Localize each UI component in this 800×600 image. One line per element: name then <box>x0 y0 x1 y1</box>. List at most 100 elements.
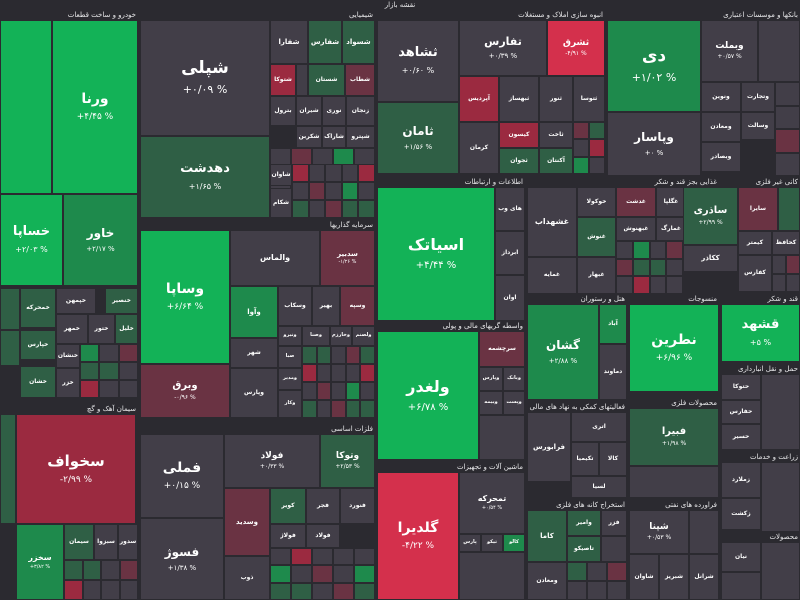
stock-tile[interactable]: زملارد <box>721 462 761 498</box>
stock-tile[interactable]: ورنا +۴/۴۵ % <box>52 20 138 194</box>
small-tile[interactable] <box>333 548 354 566</box>
small-tile[interactable] <box>616 241 633 259</box>
small-tile[interactable] <box>616 258 633 277</box>
stock-tile[interactable]: گلدیرا -۴/۲۲ % <box>377 472 459 600</box>
stock-tile[interactable] <box>761 374 800 450</box>
stock-tile[interactable]: شرانل <box>689 554 719 600</box>
stock-tile[interactable]: صبا <box>278 346 302 368</box>
small-tile[interactable] <box>80 362 100 380</box>
stock-tile[interactable]: غنوش <box>577 217 616 257</box>
stock-tile[interactable]: شپنا +۰/۵۳ % <box>629 510 689 554</box>
stock-tile[interactable]: خشان <box>20 366 56 398</box>
small-tile[interactable] <box>775 82 800 106</box>
stock-tile[interactable]: سیمان <box>64 524 94 560</box>
small-tile[interactable] <box>308 200 326 218</box>
stock-tile[interactable]: خزر <box>56 368 80 398</box>
small-tile[interactable] <box>82 580 101 600</box>
stock-tile[interactable]: حسیر <box>721 424 761 450</box>
stock-tile[interactable] <box>0 20 52 194</box>
stock-tile[interactable]: خنشان <box>56 344 80 368</box>
small-tile[interactable] <box>316 382 332 400</box>
small-tile[interactable] <box>587 562 607 581</box>
stock-tile[interactable]: سدور <box>118 524 138 560</box>
small-tile[interactable] <box>567 581 587 600</box>
small-tile[interactable] <box>354 548 375 566</box>
small-tile[interactable] <box>358 164 375 182</box>
small-tile[interactable] <box>308 182 326 200</box>
small-tile[interactable] <box>786 255 800 274</box>
stock-tile[interactable]: فجر <box>306 488 340 524</box>
small-tile[interactable] <box>99 380 119 398</box>
small-tile[interactable] <box>302 364 317 382</box>
stock-tile[interactable]: نوری <box>322 96 346 126</box>
small-tile[interactable] <box>291 565 312 583</box>
stock-tile[interactable]: شتوکا <box>270 64 296 96</box>
sector-header[interactable]: شیمیایی <box>140 10 375 20</box>
small-tile[interactable] <box>587 581 607 600</box>
small-tile[interactable] <box>632 241 650 259</box>
small-tile[interactable] <box>573 122 589 140</box>
small-tile[interactable] <box>775 129 800 153</box>
small-tile[interactable] <box>302 346 317 364</box>
stock-tile[interactable]: ابرداز <box>495 231 525 275</box>
stock-tile[interactable]: وتجارت <box>741 82 775 112</box>
stock-tile[interactable]: سبزوا <box>94 524 118 560</box>
stock-tile[interactable]: کالا <box>599 442 627 476</box>
stock-tile[interactable]: بهیر <box>312 286 340 326</box>
small-tile[interactable] <box>589 122 605 140</box>
small-tile[interactable] <box>312 565 333 583</box>
small-tile[interactable] <box>607 581 627 600</box>
stock-tile[interactable]: شسواد <box>342 20 375 64</box>
sector-header[interactable]: هتل و رستوران <box>527 294 627 304</box>
small-tile[interactable] <box>345 346 361 364</box>
small-tile[interactable] <box>325 200 342 218</box>
stock-tile[interactable]: ثبهساز <box>499 76 539 122</box>
stock-tile[interactable]: وسدید <box>224 488 270 556</box>
stock-tile[interactable]: وتوکا +۲/۵۳ % <box>320 434 375 488</box>
stock-tile[interactable]: وپاسار +۰ % <box>607 112 701 176</box>
small-tile[interactable] <box>573 156 589 174</box>
stock-tile[interactable] <box>0 414 16 524</box>
stock-tile[interactable]: وامیر <box>567 510 601 536</box>
stock-tile[interactable]: وصنا <box>302 326 330 346</box>
stock-tile[interactable]: ثاخت <box>539 122 573 148</box>
small-tile[interactable] <box>345 364 361 382</box>
small-tile[interactable] <box>333 582 354 600</box>
stock-tile[interactable]: ککاذر <box>683 245 738 272</box>
stock-tile[interactable] <box>629 466 719 498</box>
stock-tile[interactable]: شستان <box>308 64 345 96</box>
stock-tile[interactable]: فرابورس <box>527 412 571 482</box>
stock-tile[interactable]: ساذری +۲/۹۹ % <box>683 187 738 245</box>
small-tile[interactable] <box>775 105 800 129</box>
stock-tile[interactable] <box>778 187 800 231</box>
small-tile[interactable] <box>341 164 359 182</box>
small-tile[interactable] <box>649 258 667 277</box>
stock-tile[interactable]: تاصیکو <box>567 536 601 562</box>
stock-tile[interactable]: ختور <box>88 314 115 344</box>
small-tile[interactable] <box>292 200 309 218</box>
stock-tile[interactable]: شفارا <box>270 20 308 64</box>
small-tile[interactable] <box>331 364 346 382</box>
small-tile[interactable] <box>333 148 354 166</box>
stock-tile[interactable]: وبملت +۰/۵۷ % <box>701 20 758 82</box>
sector-header[interactable]: محصولات <box>721 532 800 542</box>
small-tile[interactable] <box>118 344 138 362</box>
small-tile[interactable] <box>325 164 342 182</box>
small-tile[interactable] <box>64 580 83 600</box>
sector-header[interactable]: غذایی بجز قند و شکر <box>527 177 719 187</box>
stock-tile[interactable]: تمحرکه +۰/۵۴ % <box>459 472 525 534</box>
stock-tile[interactable]: خمهر <box>56 314 88 344</box>
stock-tile[interactable] <box>479 415 525 460</box>
small-tile[interactable] <box>118 380 138 398</box>
small-tile[interactable] <box>632 258 650 277</box>
stock-tile[interactable]: آباد <box>599 304 627 344</box>
stock-tile[interactable]: ولصنم <box>352 326 375 346</box>
stock-tile[interactable]: شاراک <box>322 126 346 148</box>
small-tile[interactable] <box>292 164 309 182</box>
stock-tile[interactable]: غشهداب <box>527 187 577 257</box>
small-tile[interactable] <box>292 182 309 200</box>
stock-tile[interactable]: وسالت <box>741 112 775 140</box>
stock-tile[interactable] <box>296 64 308 96</box>
stock-tile[interactable]: تیکو <box>481 534 503 552</box>
stock-tile[interactable]: کیسون <box>499 122 539 148</box>
